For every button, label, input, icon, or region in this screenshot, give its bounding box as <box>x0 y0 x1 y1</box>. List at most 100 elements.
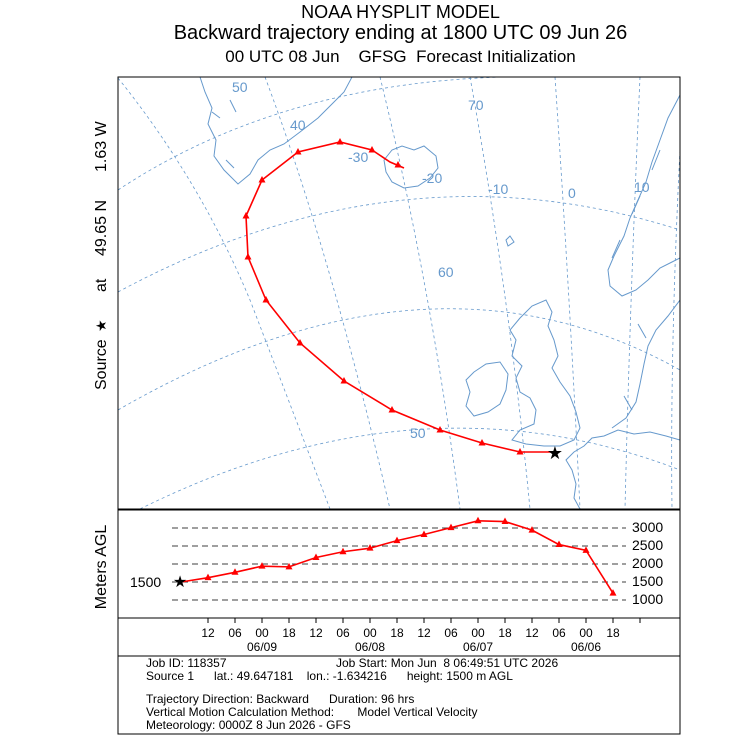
coastlines <box>199 77 680 509</box>
height-point <box>258 562 266 569</box>
trajectory-point <box>258 176 266 183</box>
side-label-at: at <box>93 278 110 292</box>
level-label: 2000 <box>632 555 663 571</box>
trajectory-point <box>388 406 396 413</box>
info-direction: Trajectory Direction: Backward Duration:… <box>146 692 415 706</box>
info-job-id: Job ID: 118357 <box>146 656 227 670</box>
height-point <box>366 544 374 551</box>
grid-label: 60 <box>438 264 454 280</box>
height-point <box>501 517 509 525</box>
hour-label: 12 <box>201 626 215 640</box>
height-point <box>609 589 617 596</box>
height-point <box>339 547 347 555</box>
height-point <box>447 523 455 531</box>
continent-coast <box>565 299 680 509</box>
great-britain-coast <box>509 299 581 447</box>
height-point <box>474 516 482 524</box>
side-label-source: Source <box>93 339 110 390</box>
info-meteorology: Meteorology: 0000Z 8 Jun 2026 - GFS <box>146 718 351 732</box>
source-side-label: Source ★ at 49.65 N 1.63 W <box>93 120 110 390</box>
graticule <box>118 77 680 509</box>
height-point <box>285 562 293 570</box>
date-label: 06/06 <box>571 640 601 654</box>
grid-label: 10 <box>634 179 650 195</box>
hour-label: 12 <box>417 626 431 640</box>
level-label: 1000 <box>632 591 663 607</box>
trajectory-point <box>262 296 270 303</box>
hour-label: 06 <box>228 626 242 640</box>
greenland-coast <box>199 77 353 185</box>
info-frame <box>117 655 681 735</box>
level-label: 2500 <box>632 537 663 553</box>
height-point <box>420 530 428 537</box>
side-star-icon: ★ <box>93 319 109 332</box>
hour-label: 12 <box>525 626 539 640</box>
height-source-star-icon: ★ <box>173 574 187 591</box>
source-height-label: 1500 <box>130 574 161 590</box>
trajectory-point <box>296 339 304 346</box>
trajectory-markers <box>242 138 524 455</box>
trajectory: ★ <box>242 138 563 463</box>
height-level-lines <box>172 527 626 601</box>
source-star-icon: ★ <box>547 443 563 463</box>
trajectory-point <box>478 439 486 446</box>
hour-label: 00 <box>579 626 593 640</box>
date-labels: 06/09 06/08 06/07 06/06 <box>247 640 601 654</box>
title-line-3: 00 UTC 08 Jun GFSG Forecast Initializati… <box>225 47 576 66</box>
height-series: ★ <box>173 516 617 596</box>
trajectory-point <box>516 448 524 455</box>
grid-label: -10 <box>488 181 508 197</box>
hour-label: 18 <box>498 626 512 640</box>
title-line-2: Backward trajectory ending at 1800 UTC 0… <box>173 22 628 44</box>
hour-label: 18 <box>390 626 404 640</box>
grid-label: 50 <box>410 425 426 441</box>
height-point <box>555 540 563 548</box>
height-point <box>312 553 320 561</box>
height-ylabel: Meters AGL <box>93 525 110 610</box>
date-label: 06/09 <box>247 640 277 654</box>
hour-label: 06 <box>444 626 458 640</box>
grid-labels: 50 40 -30 -20 -10 0 10 70 60 50 <box>232 79 650 441</box>
info-job-start: Job Start: Mon Jun 8 06:49:51 UTC 2026 <box>336 656 559 670</box>
height-point <box>582 546 590 553</box>
height-point <box>231 568 239 575</box>
map-frame <box>117 76 681 510</box>
title-line-1: NOAA HYSPLIT MODEL <box>301 2 500 22</box>
hour-label: 12 <box>309 626 323 640</box>
info-source: Source 1 lat.: 49.647181 lon.: -1.634216… <box>146 669 513 683</box>
hour-label: 00 <box>255 626 269 640</box>
trajectory-line <box>245 141 555 453</box>
height-point <box>528 526 536 533</box>
grid-label: 50 <box>232 79 248 95</box>
trajectory-point <box>368 146 376 153</box>
height-ylabel-wrap: Meters AGL <box>93 525 110 610</box>
trajectory-point <box>340 377 348 384</box>
height-point <box>393 536 401 544</box>
side-label-lat: 49.65 N <box>93 200 110 256</box>
grid-label: 0 <box>568 185 576 201</box>
info-vertical: Vertical Motion Calculation Method: Mode… <box>146 705 478 719</box>
hour-label: 00 <box>471 626 485 640</box>
date-label: 06/07 <box>463 640 493 654</box>
time-ticks <box>207 618 641 623</box>
trajectory-point <box>244 253 252 260</box>
hour-label: 06 <box>336 626 350 640</box>
map-area: 50 40 -30 -20 -10 0 10 70 60 50 ★ <box>118 77 680 509</box>
ireland-coast <box>465 361 509 417</box>
trajectory-point <box>336 138 344 145</box>
trajectory-point <box>394 161 402 168</box>
grid-label: -30 <box>348 149 368 165</box>
hour-label: 06 <box>552 626 566 640</box>
date-label: 06/08 <box>355 640 385 654</box>
height-level-labels: 3000 2500 2000 1500 1000 <box>632 519 663 607</box>
level-label: 1500 <box>632 573 663 589</box>
hour-label: 00 <box>363 626 377 640</box>
scandinavia-coast <box>607 94 680 297</box>
hour-label: 18 <box>282 626 296 640</box>
hour-label: 18 <box>606 626 620 640</box>
hour-labels: 12 06 00 18 12 06 00 18 12 06 00 18 12 0… <box>201 626 620 640</box>
trajectory-point <box>242 212 250 219</box>
side-label-lon: 1.63 W <box>93 120 110 172</box>
trajectory-point <box>436 426 444 433</box>
